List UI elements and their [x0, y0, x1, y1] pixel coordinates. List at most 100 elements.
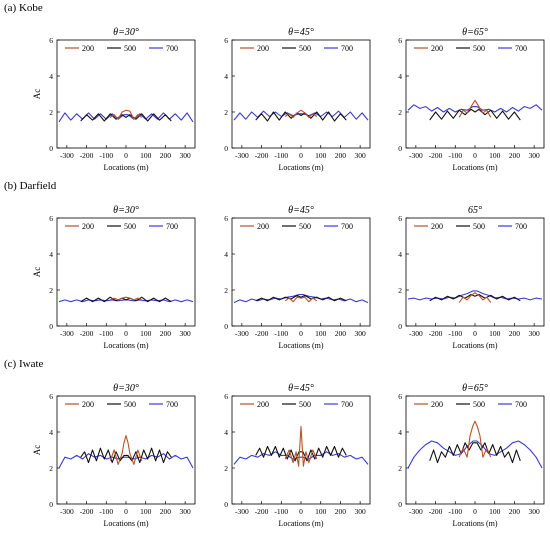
x-tick-label: 200: [160, 151, 172, 160]
x-tick-label: 0: [473, 151, 477, 160]
plot-frame: [231, 39, 371, 149]
legend-label-500: 500: [124, 400, 136, 409]
legend-label-200: 200: [431, 44, 443, 53]
plot-frame: [405, 39, 545, 149]
x-tick-label: -100: [99, 507, 113, 516]
row-label-kobe: (a) Kobe: [4, 2, 43, 14]
y-tick-label: 4: [398, 72, 402, 81]
series-line-700: [233, 451, 369, 465]
x-tick-label: -300: [409, 507, 423, 516]
series-line-500: [80, 113, 172, 122]
x-axis-label: Locations (m): [452, 519, 497, 528]
y-tick-label: 2: [49, 108, 53, 117]
series-line-700: [407, 440, 543, 469]
x-tick-label: 100: [140, 507, 152, 516]
series-line-500: [255, 445, 347, 462]
legend-label-200: 200: [257, 44, 269, 53]
legend-label-700: 700: [166, 400, 178, 409]
y-tick-label: 0: [224, 322, 228, 331]
y-tick-label: 2: [398, 286, 402, 295]
chart-panel-9: θ=65° 0 2 4 6 -300 -200 -100 0 100 200 300 Locations…: [398, 383, 545, 528]
y-tick-label: 0: [398, 322, 402, 331]
x-tick-label: 300: [529, 151, 541, 160]
chart-title: θ=45°: [288, 27, 314, 38]
series-line-700: [233, 110, 369, 121]
x-tick-label: 100: [315, 507, 327, 516]
legend-label-200: 200: [82, 222, 94, 231]
y-tick-label: 0: [224, 144, 228, 153]
legend-label-700: 700: [166, 44, 178, 53]
y-tick-label: 0: [224, 500, 228, 509]
x-tick-label: -100: [448, 329, 462, 338]
y-tick-label: 4: [49, 250, 53, 259]
plot-frame: [405, 395, 545, 505]
series-line-500: [429, 442, 521, 464]
y-tick-label: 2: [224, 464, 228, 473]
x-tick-label: -300: [60, 507, 74, 516]
y-tick-label: 2: [49, 286, 53, 295]
series-line-500: [429, 293, 521, 302]
row-label-iwate: (c) Iwate: [4, 358, 44, 370]
y-tick-label: 6: [224, 36, 228, 45]
plot-frame: [231, 395, 371, 505]
x-tick-label: -200: [80, 329, 94, 338]
series-line-700: [58, 112, 194, 123]
y-tick-label: 6: [49, 36, 53, 45]
plot-frame: [405, 217, 545, 327]
x-tick-label: 300: [529, 329, 541, 338]
x-tick-label: -100: [448, 151, 462, 160]
y-tick-label: 0: [49, 500, 53, 509]
series-line-200: [458, 420, 492, 458]
series-line-200: [109, 435, 143, 465]
x-tick-label: 200: [160, 507, 172, 516]
x-tick-label: 100: [140, 329, 152, 338]
x-tick-label: -200: [429, 507, 443, 516]
y-tick-label: 4: [398, 250, 402, 259]
y-tick-label: 2: [398, 464, 402, 473]
chart-panel-1: θ=30° 0 2 4 6 -300 -200 -100 0 100 200 300 Locations…: [32, 27, 196, 172]
y-tick-label: 6: [224, 392, 228, 401]
legend-label-700: 700: [515, 400, 527, 409]
x-tick-label: 0: [299, 329, 303, 338]
x-tick-label: -100: [448, 507, 462, 516]
x-tick-label: 0: [299, 507, 303, 516]
legend-label-200: 200: [431, 222, 443, 231]
legend-label-500: 500: [299, 44, 311, 53]
legend-label-500: 500: [473, 400, 485, 409]
x-tick-label: 100: [315, 151, 327, 160]
x-tick-label: 200: [335, 151, 347, 160]
series-line-500: [429, 108, 521, 121]
y-axis-label: Ac: [32, 445, 42, 456]
x-tick-label: -300: [235, 329, 249, 338]
series-line-200: [109, 296, 143, 301]
x-axis-label: Locations (m): [103, 341, 148, 350]
plot-frame: [231, 217, 371, 327]
y-axis-label: Ac: [32, 89, 42, 100]
legend-label-200: 200: [82, 44, 94, 53]
x-tick-label: -200: [80, 507, 94, 516]
x-tick-label: 300: [355, 151, 367, 160]
x-tick-label: 300: [180, 329, 192, 338]
x-tick-label: 100: [489, 329, 501, 338]
series-line-200: [109, 109, 143, 120]
x-tick-label: 300: [355, 507, 367, 516]
x-axis-label: Locations (m): [452, 341, 497, 350]
series-line-700: [407, 104, 543, 113]
chart-panel-2: θ=45° 0 2 4 6 -300 -200 -100 0 100 200 300 Locations…: [224, 27, 371, 172]
x-tick-label: 200: [509, 329, 521, 338]
y-tick-label: 2: [224, 108, 228, 117]
x-tick-label: 100: [489, 151, 501, 160]
x-tick-label: -300: [60, 151, 74, 160]
series-line-700: [407, 290, 543, 301]
x-tick-label: -100: [99, 329, 113, 338]
chart-panel-8: θ=45° 0 2 4 6 -300 -200 -100 0 100 200 300 Locations…: [224, 383, 371, 528]
chart-title: θ=65°: [462, 27, 488, 38]
x-tick-label: 300: [180, 151, 192, 160]
x-tick-label: -300: [409, 151, 423, 160]
legend-label-500: 500: [124, 44, 136, 53]
y-tick-label: 4: [224, 250, 228, 259]
x-axis-label: Locations (m): [103, 163, 148, 172]
y-tick-label: 0: [398, 144, 402, 153]
